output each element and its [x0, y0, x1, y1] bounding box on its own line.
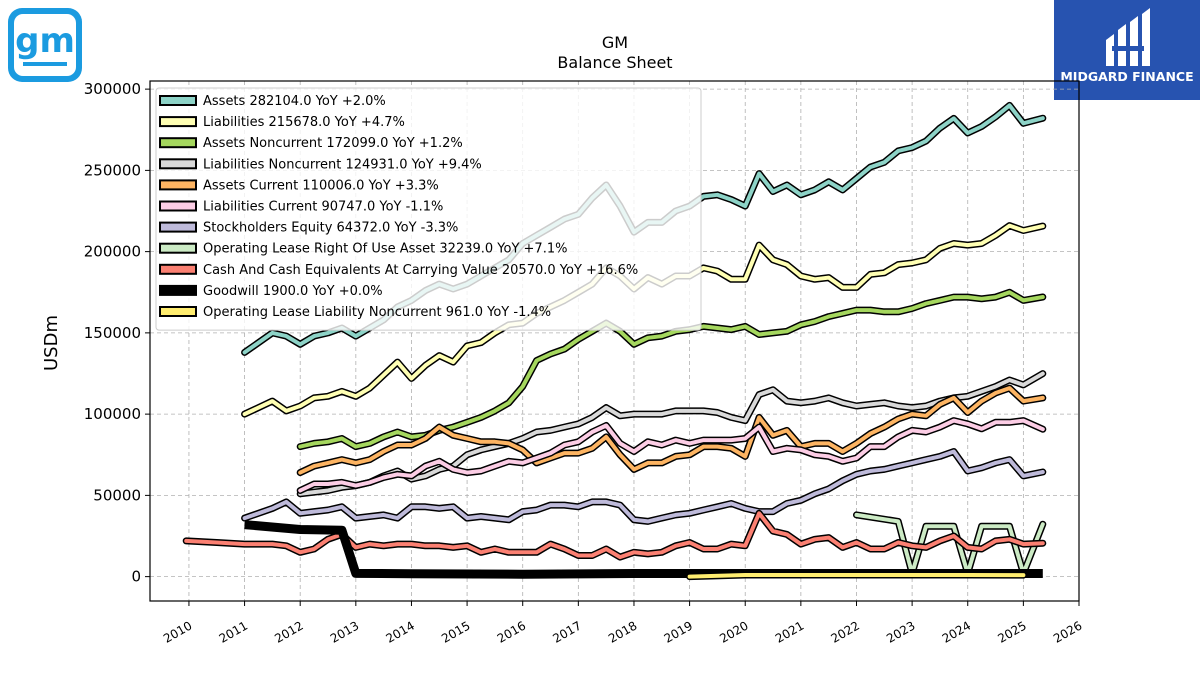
legend-swatch [159, 137, 197, 149]
plot-frame [149, 80, 1080, 602]
legend-label: Cash And Cash Equivalents At Carrying Va… [203, 263, 638, 278]
y-tick-label: 250000 [84, 161, 141, 179]
x-tick-label: 2016 [495, 618, 528, 645]
legend-swatch [159, 263, 197, 275]
legend-item: Liabilities Current 90747.0 YoY -1.1% [159, 200, 443, 215]
x-tick-label: 2020 [717, 618, 750, 645]
chart-subtitle: Balance Sheet [557, 53, 672, 72]
x-tick-label: 2013 [328, 618, 361, 645]
series-line-cash-and-cash-equivalents-at-carrying-value [184, 511, 1045, 560]
y-tick-label: 150000 [84, 324, 141, 342]
x-tick-label: 2015 [439, 618, 472, 645]
legend-frame [155, 87, 702, 331]
x-tick-label: 2026 [1051, 618, 1084, 645]
legend-item: Goodwill 1900.0 YoY +0.0% [159, 284, 383, 299]
legend-label: Liabilities 215678.0 YoY +4.7% [203, 115, 405, 130]
x-tick-label: 2011 [217, 618, 250, 645]
x-tick-label: 2023 [884, 618, 917, 645]
legend-label: Assets 282104.0 YoY +2.0% [203, 94, 386, 109]
legend-label: Operating Lease Liability Noncurrent 961… [203, 305, 551, 320]
legend-item: Cash And Cash Equivalents At Carrying Va… [159, 263, 638, 278]
x-tick-label: 2014 [384, 618, 417, 645]
legend-label: Stockholders Equity 64372.0 YoY -3.3% [203, 221, 458, 236]
legend-swatch [159, 158, 197, 170]
legend-item: Assets 282104.0 YoY +2.0% [159, 94, 386, 109]
legend-item: Stockholders Equity 64372.0 YoY -3.3% [159, 221, 458, 236]
y-axis-label: USDm [41, 315, 62, 371]
legend-label: Goodwill 1900.0 YoY +0.0% [203, 284, 383, 299]
legend-item: Operating Lease Right Of Use Asset 32239… [159, 242, 567, 257]
midgard-emblem-icon [1106, 8, 1150, 66]
series-line-liabilities-current [298, 418, 1045, 493]
x-tick-label: 2010 [161, 618, 194, 645]
legend-label: Operating Lease Right Of Use Asset 32239… [203, 242, 567, 257]
legend-swatch [159, 179, 197, 191]
series-line-liabilities-noncurrent [298, 371, 1045, 496]
legend-label: Assets Noncurrent 172099.0 YoY +1.2% [203, 136, 463, 151]
legend-swatch [159, 306, 197, 317]
y-tick-label: 50000 [93, 486, 141, 504]
y-tick-label: 300000 [84, 80, 141, 98]
legend-label: Liabilities Noncurrent 124931.0 YoY +9.4… [203, 157, 482, 172]
gm-logo: gm [8, 8, 82, 82]
legend-item: Liabilities Noncurrent 124931.0 YoY +9.4… [159, 157, 482, 172]
y-tick-label: 0 [131, 568, 141, 586]
legend-label: Liabilities Current 90747.0 YoY -1.1% [203, 200, 443, 215]
x-tick-label: 2025 [995, 618, 1028, 645]
series-line-stockholders-equity [242, 449, 1045, 524]
x-tick-label: 2021 [773, 618, 806, 645]
midgard-finance-logo: MIDGARD FINANCE [1054, 0, 1200, 100]
series-line-assets-noncurrent [298, 290, 1045, 449]
legend-item: Liabilities 215678.0 YoY +4.7% [159, 115, 405, 130]
series-line-operating-lease-right-of-use-asset [854, 512, 1045, 576]
midgard-finance-text: MIDGARD FINANCE [1060, 69, 1193, 84]
series-line-operating-lease-liability-noncurrent [687, 573, 1026, 579]
legend-swatch [159, 242, 197, 254]
legend-swatch [159, 116, 197, 128]
x-tick-label: 2012 [272, 618, 305, 645]
legend-swatch [159, 221, 197, 233]
x-tick-label: 2017 [550, 618, 583, 645]
y-tick-label: 200000 [84, 243, 141, 261]
x-tick-label: 2022 [829, 618, 862, 645]
gm-logo-text: gm [15, 21, 75, 61]
legend-item: Assets Noncurrent 172099.0 YoY +1.2% [159, 136, 463, 151]
legend-item: Assets Current 110006.0 YoY +3.3% [159, 178, 439, 193]
x-tick-label: 2024 [940, 618, 973, 645]
x-tick-label: 2018 [606, 618, 639, 645]
legend-swatch [159, 284, 197, 296]
legend-item: Operating Lease Liability Noncurrent 961… [159, 305, 551, 320]
y-tick-label: 100000 [84, 405, 141, 423]
chart-title: GM [602, 33, 628, 52]
legend-label: Assets Current 110006.0 YoY +3.3% [203, 178, 439, 193]
legend: Assets 282104.0 YoY +2.0% Liabilities 215… [155, 87, 702, 331]
x-tick-label: 2019 [662, 618, 695, 645]
series-line-assets-current [298, 386, 1045, 475]
legend-swatch [159, 95, 197, 106]
legend-swatch [159, 200, 197, 212]
